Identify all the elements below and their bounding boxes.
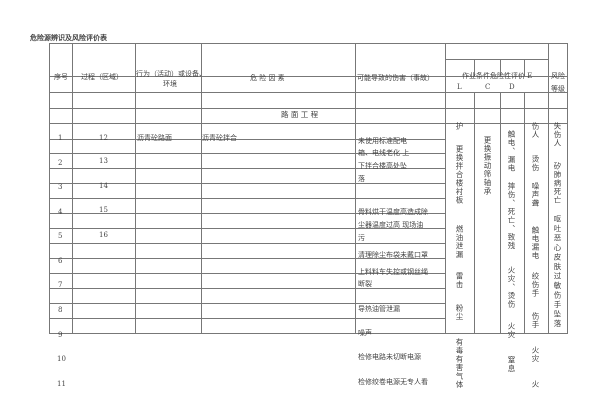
e-text: 噪声聋 <box>531 182 540 208</box>
d-text: 火灾、烫伤 <box>507 266 516 309</box>
header-c: C <box>485 83 491 91</box>
section-title: 路 面 工 程 <box>281 110 319 119</box>
header-no: 序号 <box>54 73 68 81</box>
activity-cell: 沥青砼路面 <box>137 134 172 142</box>
risk-text: 失伤人 <box>553 122 562 148</box>
row-number: 7 <box>58 281 63 289</box>
process-number: 14 <box>99 182 108 190</box>
header-l: L <box>457 83 462 91</box>
c-text: 更换振动筛轴承 <box>483 136 492 196</box>
row-number: 9 <box>58 331 63 339</box>
header-risk: 风险 <box>551 72 565 80</box>
row-number: 1 <box>58 134 63 142</box>
e-text: 伤人 <box>531 122 540 139</box>
hazard-text: 骨料烘干温度高造成除 <box>358 208 428 216</box>
process-number: 15 <box>99 206 108 214</box>
process-number: 13 <box>99 157 108 165</box>
row-number: 2 <box>58 159 63 167</box>
risk-text: 呕吐恶心皮肤过敏伤手坠落 <box>553 215 562 329</box>
risk-text: 矽肺病死亡 <box>553 162 562 205</box>
row-number: 4 <box>58 208 63 216</box>
header-harm: 可能导致的伤害（事故） <box>357 74 434 82</box>
hazard-text: 检修电路未切断电源 <box>358 353 421 361</box>
hazard-text: 下拌合楼高处坠 <box>358 162 407 170</box>
d-text: 窒息 <box>507 356 516 373</box>
row-number: 3 <box>58 183 63 191</box>
row-number: 6 <box>58 257 63 265</box>
row-number: 11 <box>57 380 66 388</box>
e-text: 烫伤 <box>531 155 540 172</box>
header-activity: 行为（活动）或设备、 <box>136 70 206 78</box>
hazard-text: 箱、电线老化 上 <box>358 149 410 157</box>
hazard-text: 噪声 <box>358 329 372 337</box>
process-number: 16 <box>99 231 108 239</box>
d-text: 触电、漏电 <box>507 130 516 173</box>
hazard-text: 污 <box>358 234 365 242</box>
hazard-text: 断裂 <box>358 280 372 288</box>
l-text: 燃油泄漏 <box>455 225 464 259</box>
e-text: 触电漏电 <box>531 226 540 260</box>
row-number: 5 <box>58 232 63 240</box>
row-number: 10 <box>57 355 66 363</box>
header-risk-2: 等级 <box>551 85 565 93</box>
process-number: 12 <box>99 134 108 142</box>
hazard-text: 导热油管泄漏 <box>358 305 400 313</box>
header-activity-2: 环境 <box>163 80 177 88</box>
hazard-text: 清理除尘布袋未戴口罩 <box>358 251 428 259</box>
hazard-text: 上料料车失控或钢丝绳 <box>358 268 428 276</box>
d-text: 摔伤、死亡、致残 <box>507 182 516 250</box>
header-hazard: 危 险 因 素 <box>250 74 285 82</box>
header-d: D <box>509 83 515 91</box>
header-eval: 作业条件危险性评价 E <box>462 72 533 80</box>
e-text: 伤手 <box>531 312 540 329</box>
header-process: 过程（区域） <box>81 73 123 81</box>
hazard-text: 尘器温度过高 现场油 <box>358 221 424 229</box>
l-text: 更换拌合楼衬板 <box>455 145 464 205</box>
hazard-text: 落 <box>358 175 365 183</box>
document-title: 危险源辨识及风险评价表 <box>30 33 107 42</box>
d-text: 火灾 <box>507 322 516 339</box>
row-number: 8 <box>58 306 63 314</box>
l-text: 雷击 <box>455 272 464 289</box>
e-text: 绞伤手 <box>531 272 540 298</box>
l-text: 粉尘 <box>455 304 464 321</box>
l-text: 护 <box>455 122 464 131</box>
l-text: 有毒有害气体 <box>455 338 464 389</box>
e-text: 火灾 <box>531 346 540 363</box>
hazard-text: 检修绞卷电源无专人看 <box>358 378 428 386</box>
equipment-cell: 沥青砼拌合 <box>202 134 237 142</box>
e-text: 火 <box>531 380 540 389</box>
hazard-text: 未使用标准配电 <box>358 137 407 145</box>
